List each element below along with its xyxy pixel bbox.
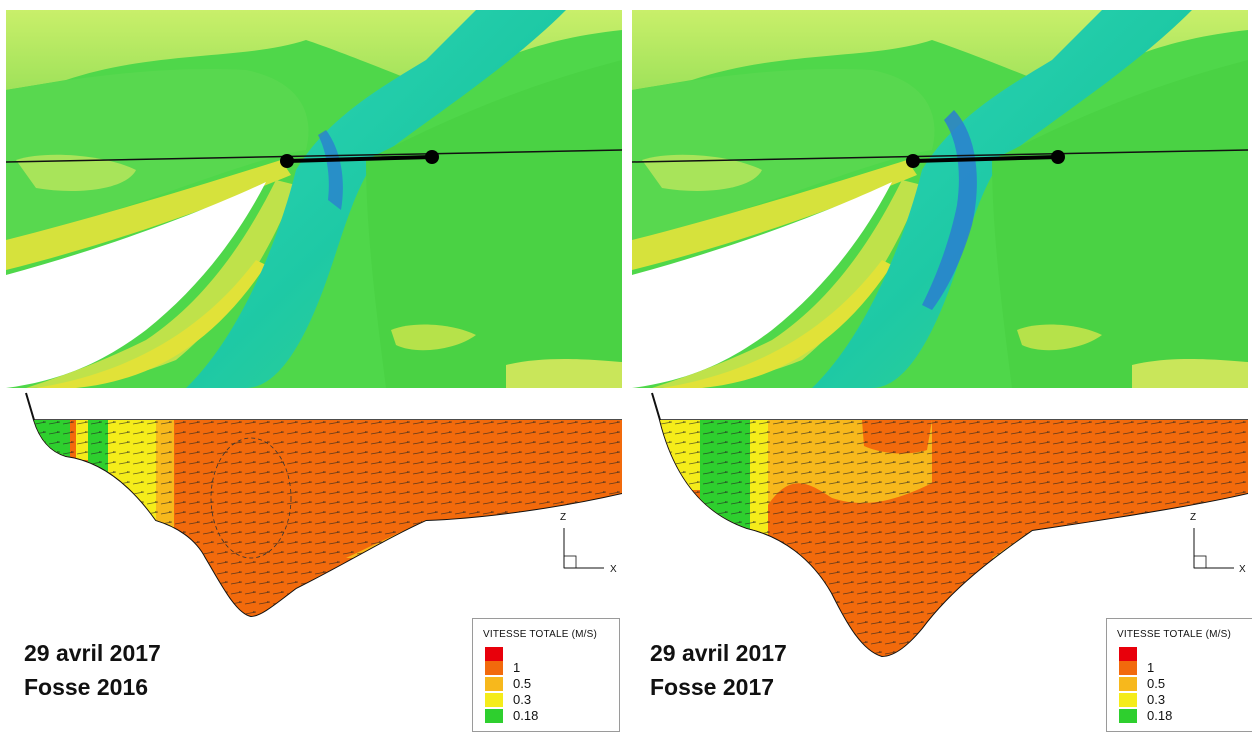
sandbar <box>16 154 136 191</box>
terrace-area <box>632 69 935 240</box>
legend-swatch <box>485 693 503 707</box>
section-segment <box>912 155 1059 163</box>
caption-scenario: Fosse 2016 <box>24 674 149 700</box>
cross-section: Z X <box>6 388 622 733</box>
panel-fosse-2016: Z X 29 avril 2017 Fosse 2016 VITESSE TOT… <box>6 0 622 733</box>
patch-right <box>1017 324 1102 351</box>
cross-section-svg: Z X <box>25 392 622 618</box>
section-trace <box>6 149 622 163</box>
cross-section-svg: Z X <box>651 392 1248 658</box>
axis-x-label: X <box>1239 564 1246 575</box>
river-channel <box>186 10 566 388</box>
axis-z-label: Z <box>560 512 566 523</box>
bank-strip-yellow <box>36 260 266 388</box>
caption-scenario: Fosse 2017 <box>650 674 775 700</box>
legend-swatch <box>485 647 503 661</box>
river-channel <box>812 10 1192 388</box>
legend-swatch <box>1119 647 1137 661</box>
section-start-point <box>280 154 294 168</box>
legend-swatch <box>1119 677 1137 691</box>
terrain-map <box>6 10 622 388</box>
legend-swatch <box>1119 709 1137 723</box>
velocity-vectors <box>34 420 622 616</box>
velocity-legend: VITESSE TOTALE (M/S) 1 0.5 0.3 0.18 <box>472 618 620 732</box>
no-data-area <box>632 182 892 388</box>
axis-indicator: Z X <box>1190 512 1246 575</box>
section-start-point <box>906 154 920 168</box>
caption-date: 29 avril 2017 <box>650 640 787 666</box>
patch-right <box>391 324 476 351</box>
deep-pool <box>318 130 343 210</box>
legend-swatch <box>485 709 503 723</box>
bank-left <box>6 160 291 270</box>
bank-strip-yellow <box>662 260 892 388</box>
caption: 29 avril 2017 Fosse 2017 <box>650 636 787 704</box>
patch-bottom <box>1132 358 1248 388</box>
no-data-area <box>6 182 266 388</box>
section-segment <box>286 155 433 163</box>
legend-swatch <box>1119 693 1137 707</box>
patch-bottom <box>506 358 622 388</box>
floodplain-right <box>992 60 1248 388</box>
section-end-point <box>425 150 439 164</box>
caption: 29 avril 2017 Fosse 2016 <box>24 636 161 704</box>
axis-indicator: Z X <box>560 512 617 575</box>
cross-section: Z X <box>632 388 1248 733</box>
axis-x-label: X <box>610 564 617 575</box>
terrain-map <box>632 10 1248 388</box>
caption-date: 29 avril 2017 <box>24 640 161 666</box>
axis-z-label: Z <box>1190 512 1196 523</box>
terrain-map-svg <box>632 10 1248 388</box>
floodplain-right <box>366 60 622 388</box>
bank-left <box>632 160 917 270</box>
section-end-point <box>1051 150 1065 164</box>
legend-swatch <box>485 661 503 675</box>
terrace-area <box>6 69 309 240</box>
terrain-map-svg <box>6 10 622 388</box>
velocity-legend: VITESSE TOTALE (M/S) 1 0.5 0.3 0.18 <box>1106 618 1252 732</box>
sandbar <box>642 154 762 191</box>
legend-swatch <box>485 677 503 691</box>
legend-title: VITESSE TOTALE (M/S) <box>1117 629 1232 640</box>
recirculation-cell <box>210 437 292 559</box>
legend-swatch <box>1119 661 1137 675</box>
panel-fosse-2017: Z X 29 avril 2017 Fosse 2017 VITESSE TOT… <box>632 0 1252 733</box>
legend-title: VITESSE TOTALE (M/S) <box>483 629 598 640</box>
section-trace <box>632 149 1248 163</box>
